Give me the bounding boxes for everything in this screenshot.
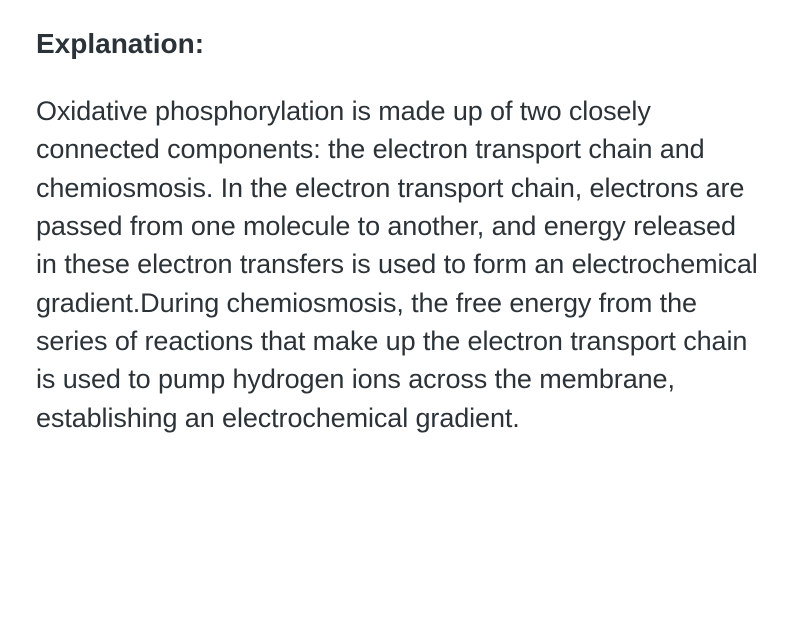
explanation-heading: Explanation:	[36, 28, 764, 60]
explanation-body: Oxidative phosphorylation is made up of …	[36, 92, 764, 437]
